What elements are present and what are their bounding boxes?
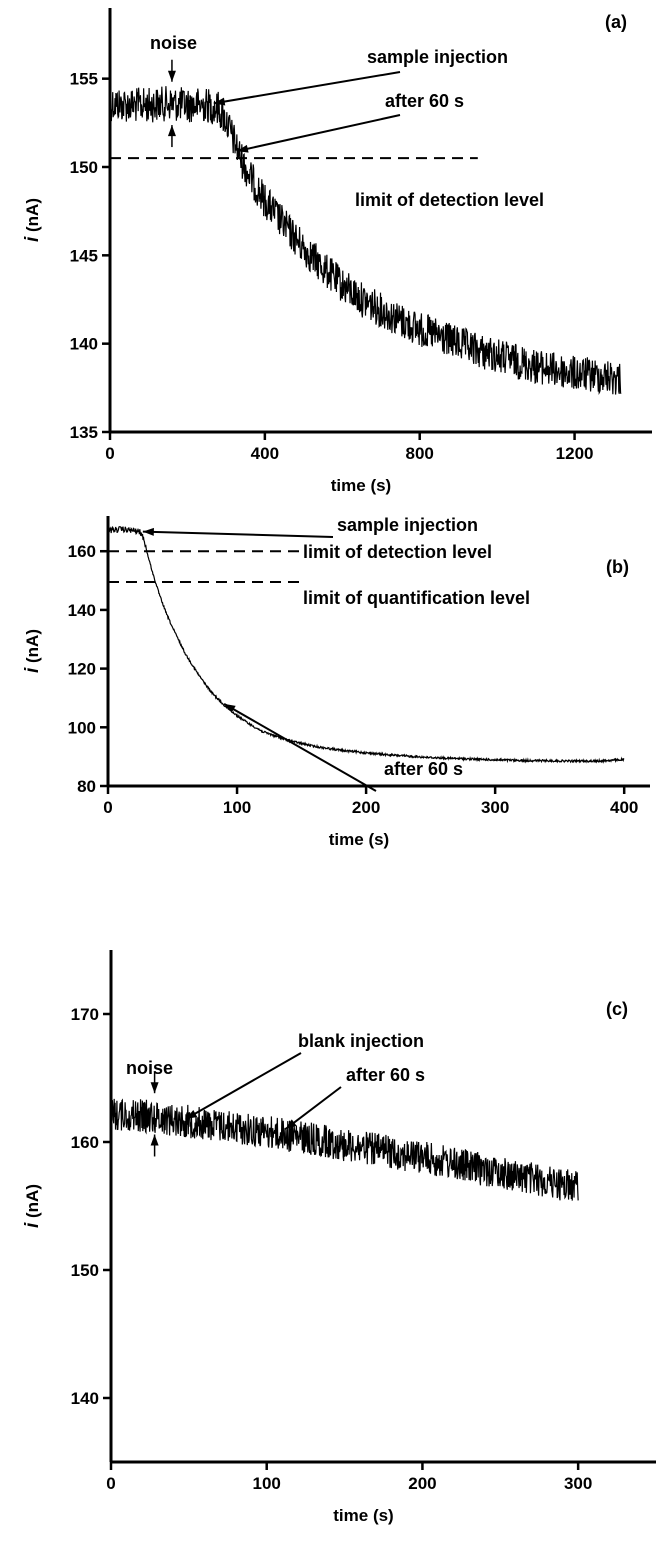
- chart-panel-2: 0 100 200 300 400 80 100 120 140 160 time (s) i (nA…: [22, 515, 650, 849]
- annotation-arrow: [185, 1052, 302, 1120]
- y-tick-label: 100: [68, 718, 96, 737]
- annotation-label: sample injection: [337, 515, 478, 535]
- y-tick-label: 160: [68, 542, 96, 561]
- annotation-label: blank injection: [298, 1031, 424, 1051]
- x-tick-label: 0: [105, 444, 114, 463]
- threshold-label: limit of quantification level: [303, 588, 530, 608]
- noise-arrow-top-head: [150, 1082, 159, 1094]
- annotation-arrow-head: [185, 1110, 198, 1119]
- annotation-arrow: [142, 530, 334, 538]
- x-axis-title: time (s): [329, 830, 389, 849]
- annotation-arrow: [236, 114, 401, 153]
- x-axis-title: time (s): [333, 1506, 393, 1525]
- threshold-label: limit of detection level: [303, 542, 492, 562]
- annotation-label: noise: [126, 1058, 173, 1078]
- y-tick-label: 150: [71, 1261, 99, 1280]
- annotation-arrow-head: [285, 1119, 297, 1130]
- x-tick-label: 800: [406, 444, 434, 463]
- threshold-label: limit of detection level: [355, 190, 544, 210]
- annotation-arrow-head: [213, 97, 226, 106]
- y-tick-label: 135: [70, 423, 98, 442]
- annotation-label: sample injection: [367, 47, 508, 67]
- x-tick-label: 300: [481, 798, 509, 817]
- chart-panel-1: 0 400 800 1200 135 140 145 150 155 time (s) i (nA)…: [22, 8, 652, 495]
- annotation-label: after 60 s: [384, 759, 463, 779]
- y-tick-label: 145: [70, 246, 98, 265]
- y-tick-label: 140: [71, 1389, 99, 1408]
- x-tick-label: 100: [223, 798, 251, 817]
- x-tick-label: 300: [564, 1474, 592, 1493]
- panel-label: (a): [605, 12, 627, 32]
- x-tick-label: 0: [103, 798, 112, 817]
- y-tick-label: 120: [68, 660, 96, 679]
- annotation-arrow: [213, 71, 401, 105]
- x-axis-title: time (s): [331, 476, 391, 495]
- annotation-arrow-head: [142, 527, 154, 536]
- y-tick-label: 80: [77, 777, 96, 796]
- y-axis-title: i (nA): [22, 198, 43, 242]
- noise-arrow-top-head: [167, 70, 176, 82]
- annotation-arrow-head: [224, 703, 236, 713]
- annotation-arrow-head: [236, 144, 249, 153]
- panel-label: (b): [606, 557, 629, 577]
- annotation-label: after 60 s: [385, 91, 464, 111]
- annotation-arrow: [284, 1086, 342, 1130]
- x-tick-label: 0: [106, 1474, 115, 1493]
- y-axis-title-unit: (nA): [23, 1184, 42, 1223]
- x-tick-label: 400: [610, 798, 638, 817]
- signal-trace: [107, 525, 625, 764]
- annotation-label: noise: [150, 33, 197, 53]
- noise-arrow-bottom-head: [167, 125, 176, 137]
- annotation-arrow: [223, 702, 377, 792]
- x-tick-label: 200: [408, 1474, 436, 1493]
- signal-trace: [109, 86, 622, 396]
- y-axis-title-italic: i: [22, 1222, 43, 1228]
- chart-panel-3: 0 100 200 300 140 150 160 170 time (s) i (nA) (c) n…: [22, 950, 656, 1525]
- x-tick-label: 200: [352, 798, 380, 817]
- y-axis-title-unit: (nA): [23, 629, 42, 668]
- y-tick-label: 155: [70, 70, 98, 89]
- y-axis-title-italic: i: [22, 667, 43, 673]
- signal-trace: [110, 1098, 579, 1201]
- panel-label: (c): [606, 999, 628, 1019]
- annotation-label: after 60 s: [346, 1065, 425, 1085]
- y-tick-label: 170: [71, 1005, 99, 1024]
- noise-arrow-bottom-head: [150, 1134, 159, 1146]
- y-tick-label: 140: [68, 601, 96, 620]
- x-tick-label: 400: [251, 444, 279, 463]
- y-axis-title-unit: (nA): [23, 198, 42, 237]
- x-tick-label: 100: [253, 1474, 281, 1493]
- y-tick-label: 140: [70, 335, 98, 354]
- y-tick-label: 150: [70, 158, 98, 177]
- x-tick-label: 1200: [556, 444, 594, 463]
- y-tick-label: 160: [71, 1133, 99, 1152]
- y-axis-title: i (nA): [22, 1184, 43, 1228]
- y-axis-title: i (nA): [22, 629, 43, 673]
- y-axis-title-italic: i: [22, 236, 43, 242]
